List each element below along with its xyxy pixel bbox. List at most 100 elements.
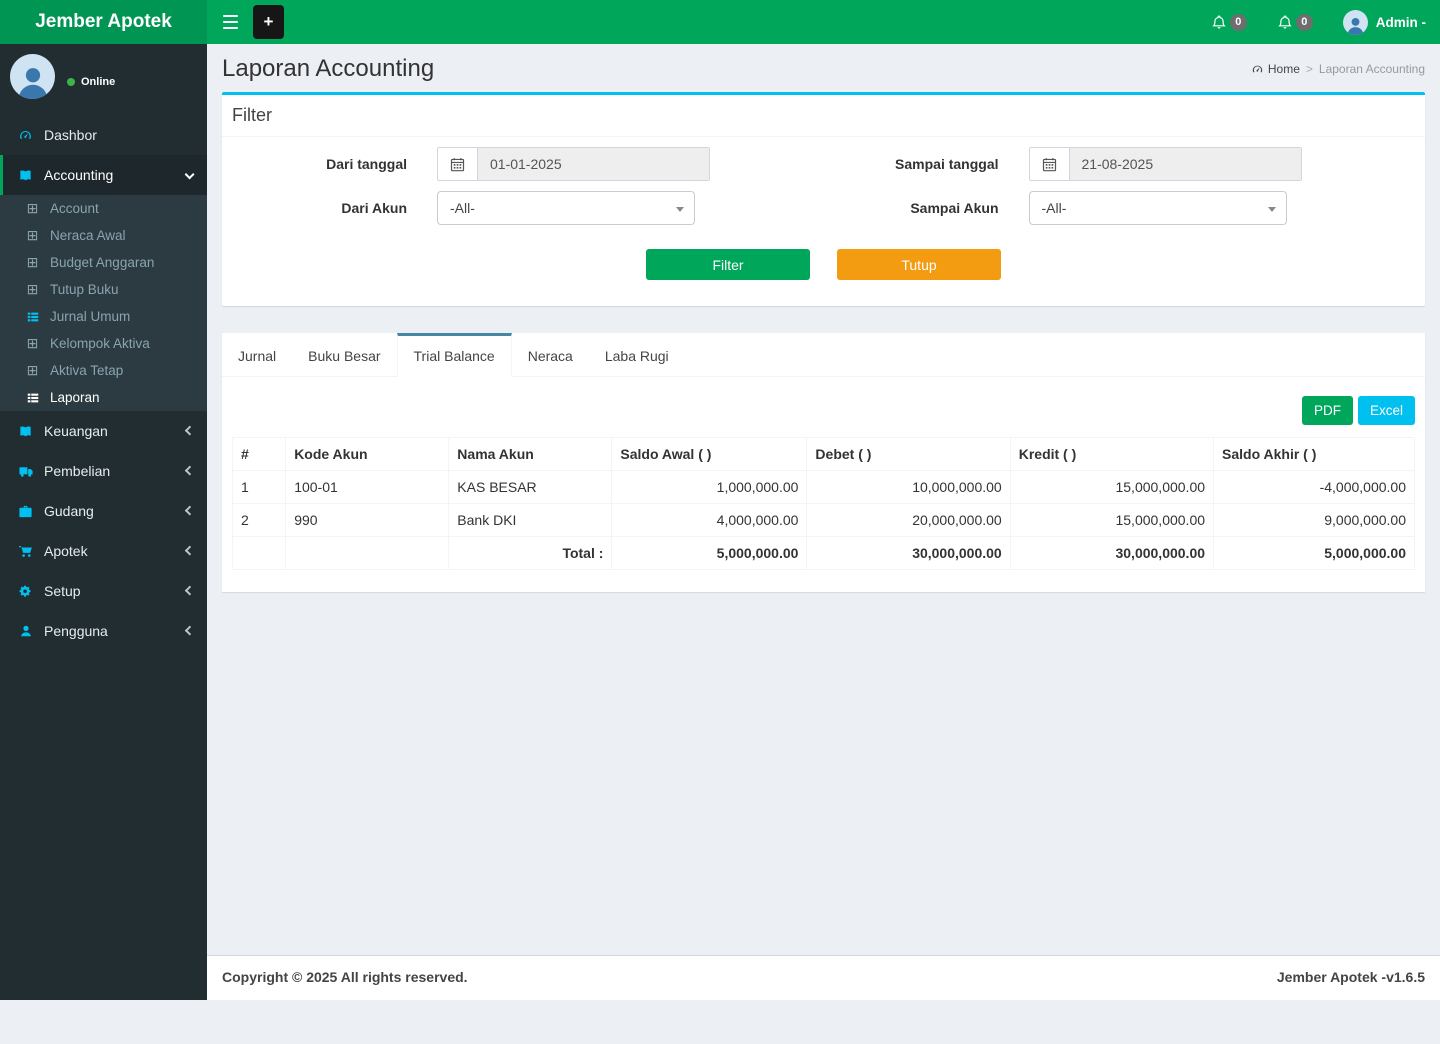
from-date-label: Dari tanggal (232, 156, 407, 172)
export-pdf-button[interactable]: PDF (1302, 396, 1353, 425)
chevron-left-icon (184, 466, 194, 476)
breadcrumb-separator: > (1306, 62, 1313, 76)
hamburger-icon (223, 15, 238, 17)
sidebar-item-keuangan[interactable]: Keuangan (0, 411, 207, 451)
sidebar-item-gudang[interactable]: Gudang (0, 491, 207, 531)
from-account-select[interactable]: -All- (437, 191, 695, 225)
plus-square-icon: ⊞ (24, 201, 41, 216)
notification-count-badge: 0 (1296, 14, 1313, 31)
page-title: Laporan Accounting (222, 55, 434, 83)
bell-icon (1211, 14, 1227, 30)
select-caret-icon (1268, 207, 1276, 212)
sidebar-item-laporan[interactable]: Laporan (0, 384, 207, 411)
sidebar-item-kelompok-aktiva[interactable]: ⊞ Kelompok Aktiva (0, 330, 207, 357)
sidebar-item-aktiva-tetap[interactable]: ⊞ Aktiva Tetap (0, 357, 207, 384)
tab-neraca[interactable]: Neraca (512, 333, 589, 376)
brand-title: Jember Apotek (35, 11, 172, 33)
tab-trial-balance[interactable]: Trial Balance (397, 333, 512, 377)
sidebar-item-pembelian[interactable]: Pembelian (0, 451, 207, 491)
navbar-right: 0 0 Admin - (1211, 10, 1426, 35)
tab-buku-besar[interactable]: Buku Besar (292, 333, 396, 376)
quick-add-button[interactable]: + (253, 5, 284, 39)
to-date-input[interactable] (1070, 148, 1301, 180)
total-kredit: 30,000,000.00 (1010, 537, 1213, 570)
sidebar-item-label: Pengguna (44, 623, 108, 639)
chevron-left-icon (184, 426, 194, 436)
navbar: + 0 0 (207, 0, 1440, 44)
user-status: Online (67, 64, 115, 99)
sidebar-item-accounting[interactable]: Accounting (0, 155, 207, 195)
top-navbar: Jember Apotek + 0 (0, 0, 1440, 44)
sidebar-item-tutup-buku[interactable]: ⊞ Tutup Buku (0, 276, 207, 303)
content-wrapper: Laporan Accounting Home > Laporan Accoun… (207, 44, 1440, 955)
content-header: Laporan Accounting Home > Laporan Accoun… (207, 44, 1440, 92)
sidebar-user-panel: Online (0, 44, 207, 109)
sidebar-item-label: Pembelian (44, 463, 110, 479)
cell-no: 1 (233, 471, 286, 504)
breadcrumb-home-link[interactable]: Home (1251, 62, 1300, 76)
user-menu[interactable]: Admin - (1343, 10, 1426, 35)
cell-kredit: 15,000,000.00 (1010, 471, 1213, 504)
table-row: 1 100-01 KAS BESAR 1,000,000.00 10,000,0… (233, 471, 1415, 504)
sidebar-menu: Dashbor Accounting ⊞ Account ⊞ Neraca Aw… (0, 115, 207, 651)
total-debet: 30,000,000.00 (807, 537, 1010, 570)
table-total-row: Total : 5,000,000.00 30,000,000.00 30,00… (233, 537, 1415, 570)
cell-debet: 10,000,000.00 (807, 471, 1010, 504)
sidebar-item-label: Gudang (44, 503, 94, 519)
col-header-debet: Debet ( ) (807, 438, 1010, 471)
breadcrumb: Home > Laporan Accounting (1251, 62, 1425, 76)
cell-nama: KAS BESAR (449, 471, 612, 504)
col-header-saldo-akhir: Saldo Akhir ( ) (1214, 438, 1415, 471)
report-tabs-box: Jurnal Buku Besar Trial Balance Neraca L… (222, 333, 1425, 592)
dashboard-gauge-icon (1251, 63, 1264, 76)
cell-no: 2 (233, 504, 286, 537)
brand-logo[interactable]: Jember Apotek (0, 0, 207, 44)
plus-square-icon: ⊞ (24, 255, 41, 270)
footer: Copyright © 2025 All rights reserved. Je… (207, 955, 1440, 1000)
close-button[interactable]: Tutup (837, 249, 1001, 280)
footer-copyright: Copyright © 2025 All rights reserved. (222, 969, 468, 987)
book-icon (17, 424, 34, 439)
sidebar-item-setup[interactable]: Setup (0, 571, 207, 611)
sidebar-item-dashbor[interactable]: Dashbor (0, 115, 207, 155)
to-account-select[interactable]: -All- (1029, 191, 1287, 225)
sidebar-item-jurnal-umum[interactable]: Jurnal Umum (0, 303, 207, 330)
cell-saldo-akhir: -4,000,000.00 (1214, 471, 1415, 504)
col-header-kredit: Kredit ( ) (1010, 438, 1213, 471)
filter-button[interactable]: Filter (646, 249, 810, 280)
col-header-kode-akun: Kode Akun (286, 438, 449, 471)
sidebar-user-avatar (10, 54, 55, 99)
bell-icon (1277, 14, 1293, 30)
cell-kode: 100-01 (286, 471, 449, 504)
total-saldo-akhir: 5,000,000.00 (1214, 537, 1415, 570)
sidebar-item-pengguna[interactable]: Pengguna (0, 611, 207, 651)
plus-square-icon: ⊞ (24, 363, 41, 378)
briefcase-icon (17, 504, 34, 519)
tab-laba-rugi[interactable]: Laba Rugi (589, 333, 685, 376)
sidebar-item-label: Accounting (44, 167, 113, 183)
calendar-icon (438, 148, 478, 180)
sidebar-item-account[interactable]: ⊞ Account (0, 195, 207, 222)
sidebar-item-label: Apotek (44, 543, 88, 559)
select-caret-icon (676, 207, 684, 212)
sidebar-item-label: Keuangan (44, 423, 108, 439)
sidebar-item-apotek[interactable]: Apotek (0, 531, 207, 571)
user-icon (17, 624, 34, 639)
from-date-input[interactable] (478, 148, 709, 180)
notifications-menu-1[interactable]: 0 (1211, 14, 1247, 31)
notifications-menu-2[interactable]: 0 (1277, 14, 1313, 31)
export-excel-button[interactable]: Excel (1358, 396, 1415, 425)
trial-balance-table: # Kode Akun Nama Akun Saldo Awal ( ) Deb… (232, 437, 1415, 570)
sidebar-item-budget-anggaran[interactable]: ⊞ Budget Anggaran (0, 249, 207, 276)
chevron-left-icon (184, 586, 194, 596)
from-date-input-group (437, 147, 710, 181)
truck-icon (17, 464, 34, 479)
tab-jurnal[interactable]: Jurnal (222, 333, 292, 376)
sidebar-toggle-button[interactable] (213, 0, 247, 44)
col-header-saldo-awal: Saldo Awal ( ) (612, 438, 807, 471)
plus-square-icon: ⊞ (24, 282, 41, 297)
plus-square-icon: ⊞ (24, 336, 41, 351)
sidebar-item-neraca-awal[interactable]: ⊞ Neraca Awal (0, 222, 207, 249)
accounting-submenu: ⊞ Account ⊞ Neraca Awal ⊞ Budget Anggara… (0, 195, 207, 411)
cell-saldo-awal: 4,000,000.00 (612, 504, 807, 537)
